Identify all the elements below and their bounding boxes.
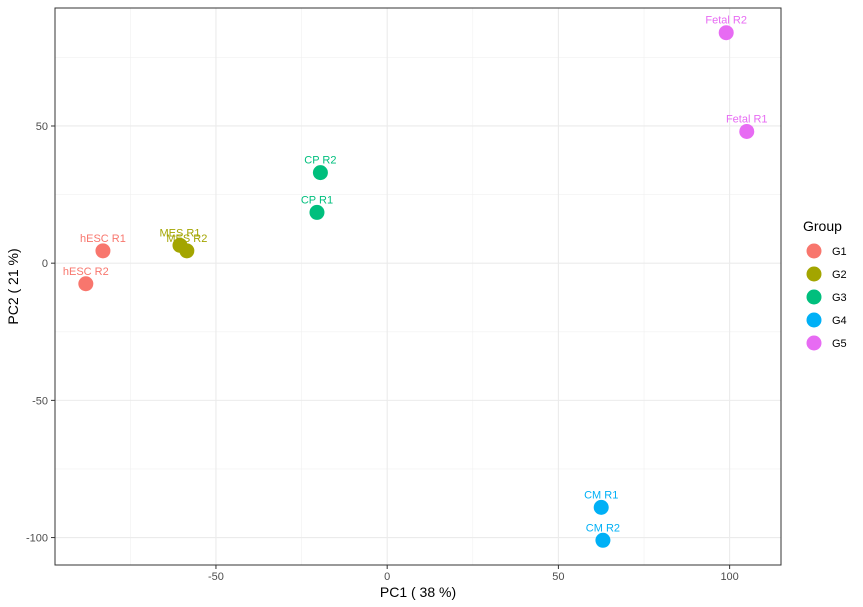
legend-key	[806, 335, 822, 351]
point-label: CP R2	[304, 155, 336, 167]
data-point	[718, 25, 734, 41]
legend-label: G1	[832, 246, 847, 258]
legend-key	[806, 266, 822, 282]
data-point	[312, 165, 328, 181]
legend-key	[806, 289, 822, 305]
legend: Group G1 G2 G3 G4 G5	[803, 218, 847, 351]
data-point	[595, 532, 611, 548]
point-label: MES R1	[160, 227, 201, 239]
axis-ticks: -50 0 50 100 -100 -50 0 50	[26, 121, 739, 583]
point-label: Fetal R2	[705, 15, 747, 27]
panel-border	[54, 7, 782, 566]
point-label: CM R2	[586, 522, 620, 534]
minor-gridlines	[55, 8, 781, 565]
data-point	[78, 276, 94, 292]
y-tick-label: -100	[26, 533, 48, 545]
data-points	[78, 25, 755, 548]
x-tick-label: 100	[720, 571, 738, 583]
data-point	[593, 499, 609, 515]
point-label: Fetal R1	[726, 113, 768, 125]
y-axis-title: PC2 ( 21 %)	[5, 248, 21, 324]
data-point	[179, 243, 195, 259]
data-point	[739, 123, 755, 139]
legend-label: G4	[832, 315, 847, 327]
legend-key	[806, 312, 822, 328]
y-tick-label: 50	[36, 121, 48, 133]
data-point	[309, 204, 325, 220]
major-gridlines	[55, 8, 781, 565]
x-tick-label: -50	[208, 571, 224, 583]
legend-label: G2	[832, 269, 847, 281]
point-label: hESC R2	[63, 266, 109, 278]
point-label: hESC R1	[80, 233, 126, 245]
legend-title: Group	[803, 218, 842, 234]
legend-label: G3	[832, 292, 847, 304]
data-point	[95, 243, 111, 259]
y-tick-label: -50	[32, 395, 48, 407]
y-tick-label: 0	[42, 258, 48, 270]
point-label: MES R2	[166, 233, 207, 245]
point-label: CM R1	[584, 489, 618, 501]
legend-label: G5	[832, 338, 847, 350]
x-tick-label: 0	[384, 571, 390, 583]
point-label: CP R1	[301, 194, 333, 206]
x-axis-title: PC1 ( 38 %)	[380, 584, 456, 600]
legend-key	[806, 243, 822, 259]
x-tick-label: 50	[552, 571, 564, 583]
